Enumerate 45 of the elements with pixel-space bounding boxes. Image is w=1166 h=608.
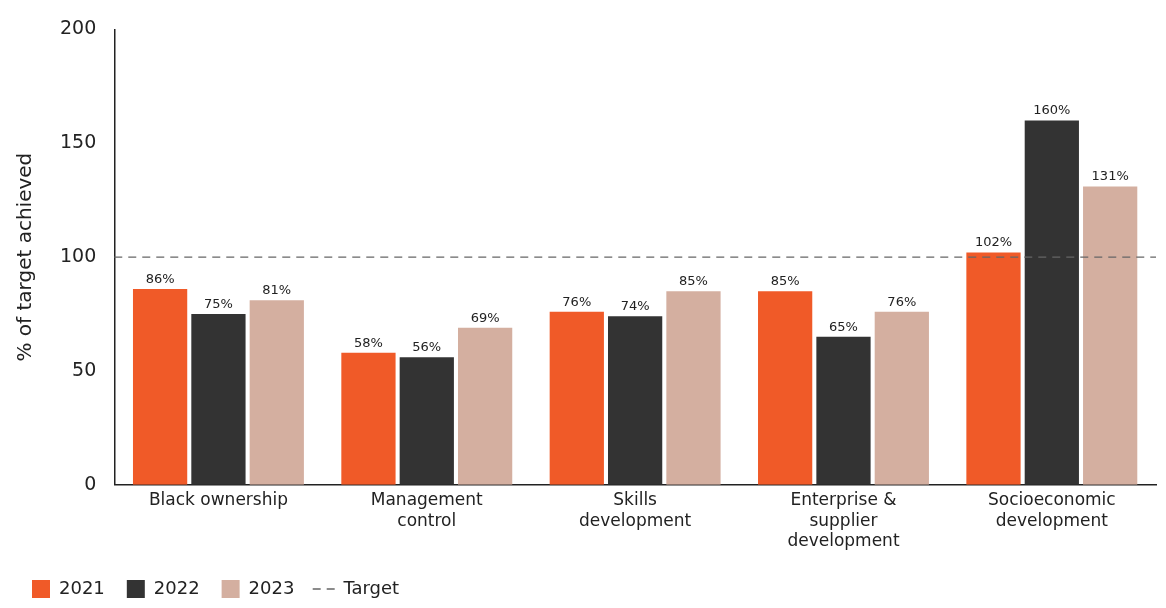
y-tick-label: 200 [60,16,97,39]
x-tick-label: Skills development [579,489,692,530]
data-label: 81% [262,282,292,298]
bar [458,327,513,485]
bar [1083,186,1138,485]
bar [191,314,246,485]
data-label: 56% [412,339,442,355]
data-label: 76% [562,293,592,309]
data-label: 131% [1091,168,1129,184]
data-label: 69% [470,309,500,325]
data-label: 75% [203,295,233,311]
data-label: 58% [354,334,383,350]
legend-label: 2021 [59,576,105,598]
x-tick-label: Socioeconomic development [987,489,1116,530]
y-axis-title: % of target achieved [12,152,37,362]
bar [549,311,604,485]
x-tick-label: Enterprise & supplier development [787,489,900,551]
data-label: 102% [974,234,1013,250]
bar [666,291,721,485]
bar [966,252,1021,485]
y-tick-label: 50 [72,357,97,380]
bar [874,311,929,485]
legend-label: 2022 [153,576,200,598]
x-tick-label: Management control [370,489,484,530]
y-tick-label: 0 [84,471,97,494]
data-label: 160% [1033,102,1071,118]
data-label: 76% [887,293,917,309]
bar [758,291,813,485]
data-label: 65% [829,318,858,334]
legend-label: Target [342,576,400,598]
legend-label: 2023 [248,576,295,598]
bar [1024,120,1079,485]
bar [399,357,454,485]
bar [341,352,396,485]
data-label: 86% [145,270,175,286]
data-label: 85% [770,273,800,289]
x-tick-label: Black ownership [148,489,288,510]
bar [608,316,663,485]
bar [249,300,304,485]
bar [132,288,188,485]
data-label: 74% [620,298,650,314]
data-label: 85% [679,273,708,289]
bar [816,336,871,485]
y-tick-label: 150 [60,130,97,153]
y-tick-label: 100 [60,244,97,267]
